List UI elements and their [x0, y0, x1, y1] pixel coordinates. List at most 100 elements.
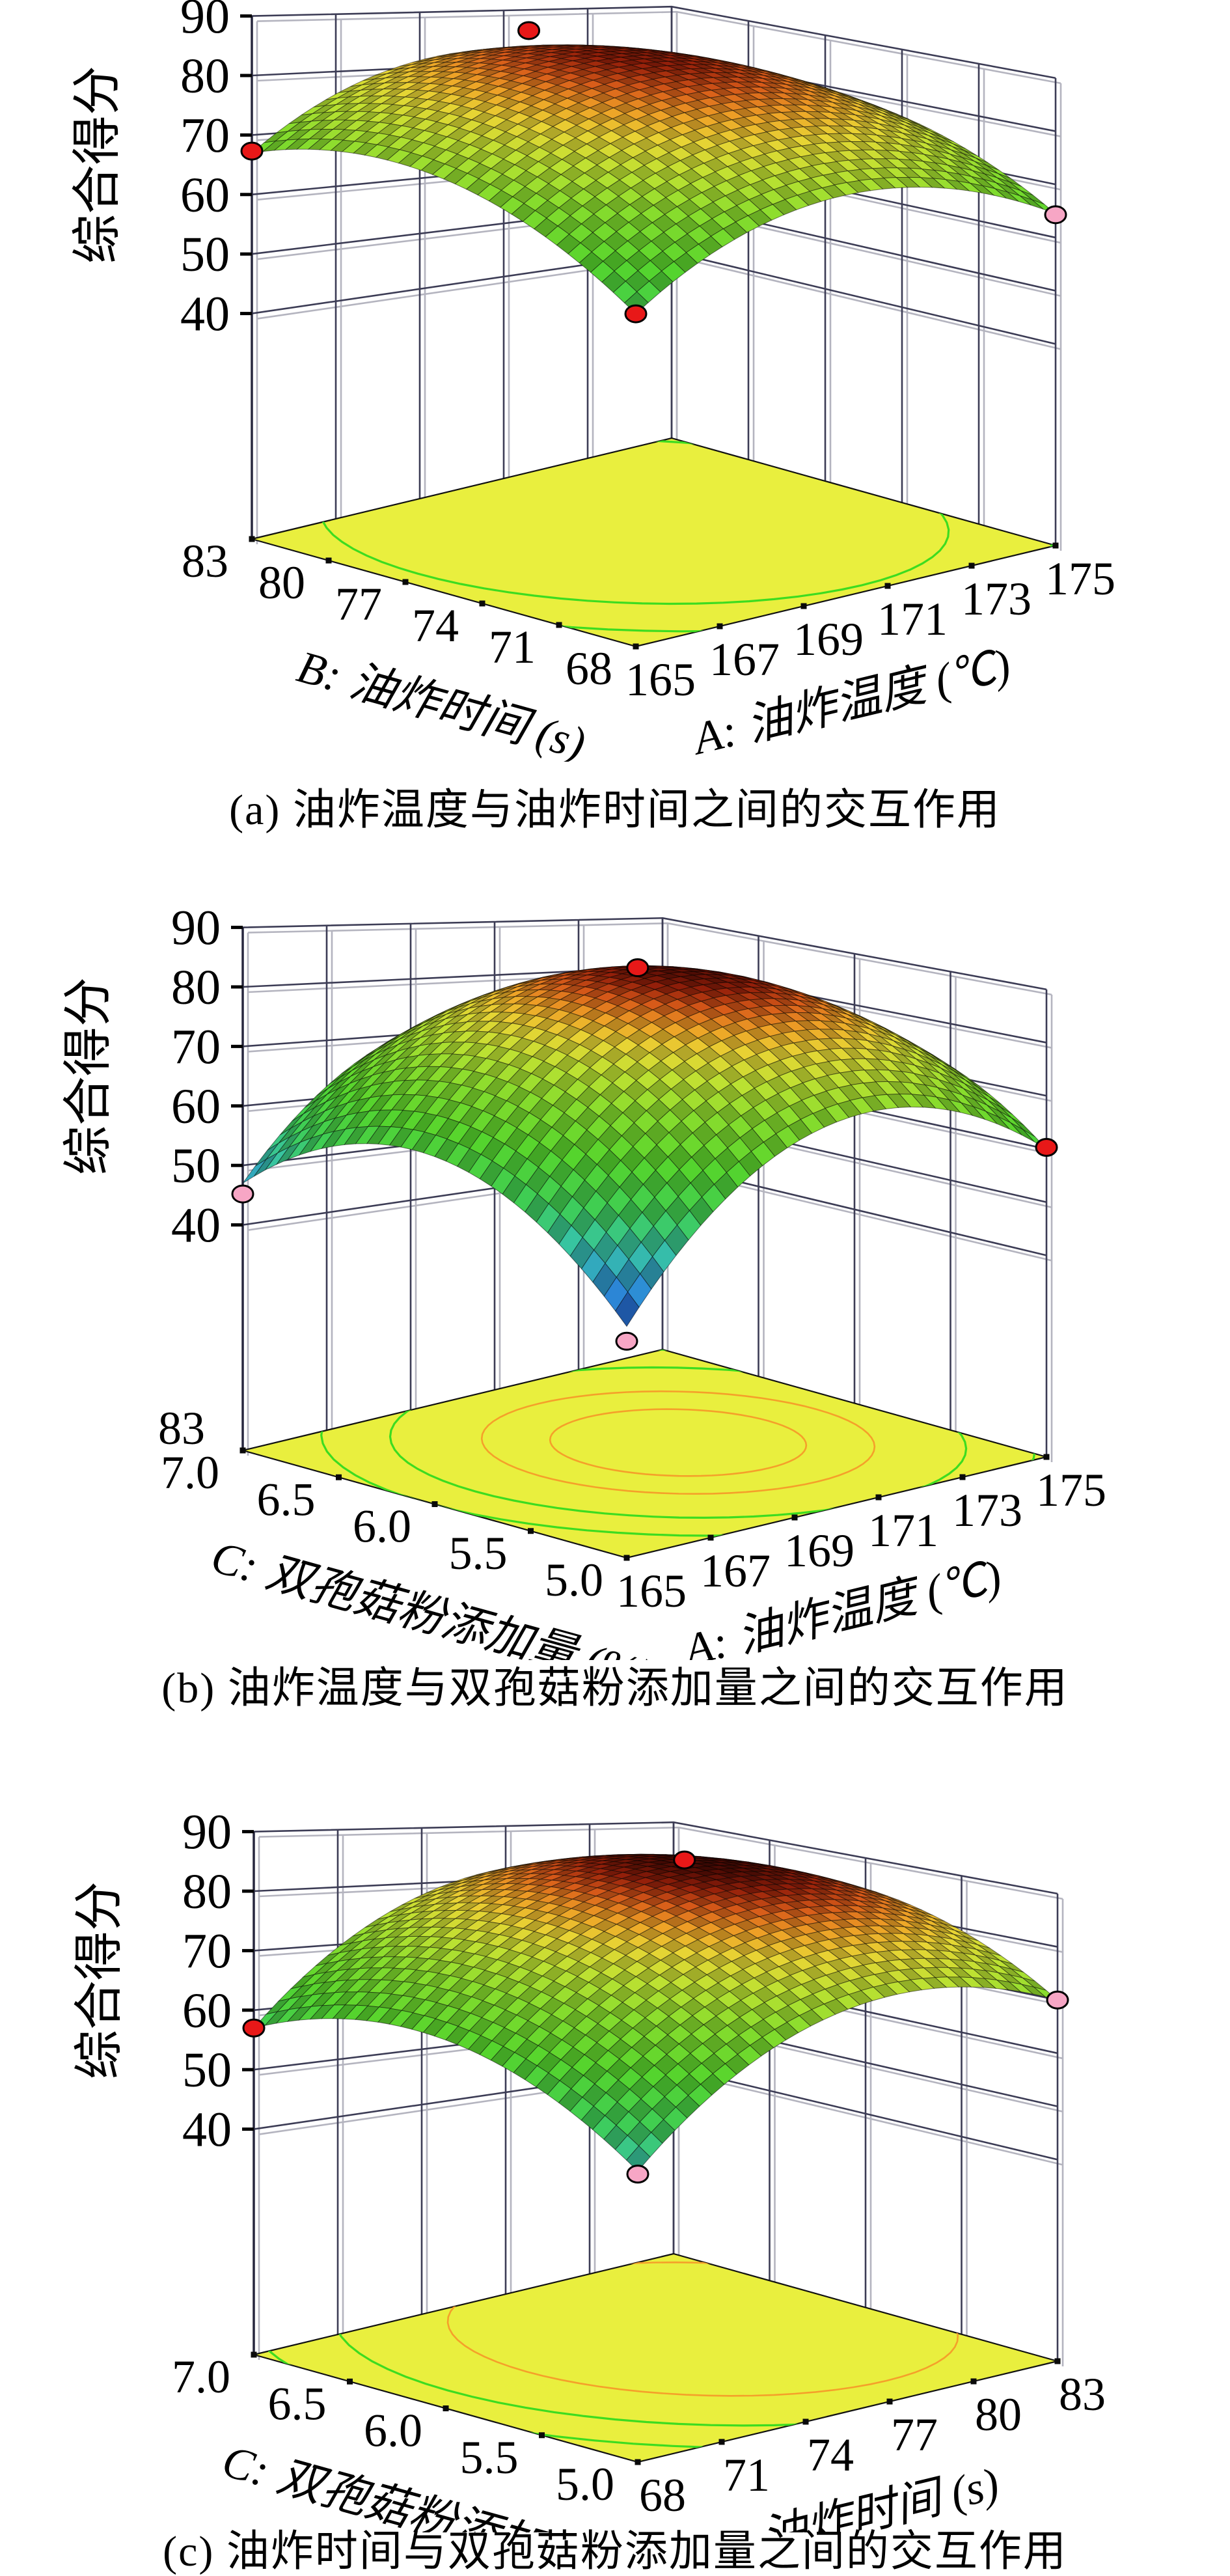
left-axis-tick-label: 5.5 — [460, 2431, 519, 2484]
floor-tick — [239, 1447, 246, 1454]
z-tick-label: 80 — [171, 960, 221, 1015]
floor-tick — [336, 1474, 342, 1480]
left-axis-tick-label: 7.0 — [172, 2351, 230, 2403]
floor-tick — [802, 2418, 809, 2425]
grid-zline — [253, 1821, 1058, 1895]
right-axis-tick-label: 80 — [975, 2389, 1022, 2441]
right-axis-tick-label: 169 — [784, 1525, 854, 1577]
z-tick-label: 40 — [182, 2103, 232, 2157]
floor-tick — [875, 1494, 882, 1501]
left-axis-tick-label: 6.5 — [257, 1473, 316, 1525]
z-tick-label: 50 — [182, 2043, 232, 2098]
z-tick-label: 90 — [171, 901, 221, 956]
floor-tick — [959, 1474, 966, 1480]
design-point-pink — [1046, 1990, 1069, 2010]
left-axis-tick-label: 6.5 — [268, 2377, 327, 2430]
z-tick — [242, 1830, 254, 1834]
right-axis-tick-label: 71 — [723, 2449, 770, 2501]
z-tick-label: 70 — [180, 108, 230, 163]
right-axis-tick-label: 173 — [961, 573, 1032, 625]
left-axis-tick-label: 5.0 — [556, 2458, 614, 2510]
floor-tick — [707, 1534, 714, 1541]
floor-tick — [1052, 542, 1059, 549]
floor-tick — [539, 2432, 545, 2439]
z-tick — [240, 14, 252, 18]
left-axis-tick-label: 83 — [182, 535, 228, 587]
floor-contour — [480, 1390, 876, 1495]
stray-label: 83 — [158, 1402, 205, 1454]
floor-contour — [254, 2254, 1058, 2450]
left-axis-title: B: 油炸时间 (s) — [292, 642, 591, 762]
left-axis-tick-label: 80 — [258, 557, 305, 609]
design-point-red — [1035, 1138, 1058, 1157]
left-axis-tick-label: 77 — [335, 578, 382, 630]
floor-tick — [556, 622, 562, 628]
z-tick-label: 60 — [182, 1984, 232, 2038]
floor-tick — [479, 600, 485, 607]
z-tick-label: 60 — [180, 168, 230, 223]
design-point-red — [626, 958, 649, 978]
right-axis-tick-label: 171 — [877, 593, 948, 645]
z-tick — [242, 2008, 254, 2012]
z-tick — [231, 1223, 243, 1227]
design-point-red — [240, 141, 264, 161]
design-point-pink — [231, 1184, 254, 1204]
floor-tick — [718, 2439, 725, 2445]
z-tick-label: 60 — [171, 1079, 221, 1134]
response-surface — [251, 44, 1056, 314]
floor-tick — [884, 583, 891, 589]
left-axis-tick-label: 68 — [566, 643, 612, 695]
response-surface — [253, 1853, 1058, 2172]
chart-a-block: 90 80 70 60 50 40 综合得分 83 80 77 74 71 68 165 167 169 171… — [0, 0, 1230, 859]
design-points — [240, 21, 1067, 324]
right-axis-tick-label: 167 — [709, 633, 780, 686]
z-tick — [240, 74, 252, 77]
design-point-pink — [615, 1331, 638, 1351]
caption-a: (a) 油炸温度与油炸时间之间的交互作用 — [229, 786, 1001, 834]
caption-c: (c) 油炸时间与双孢菇粉添加量之间的交互作用 — [163, 2528, 1067, 2575]
z-axis-title: 综合得分 — [70, 66, 125, 264]
design-points — [242, 1850, 1069, 2184]
right-axis-tick-label: 167 — [700, 1545, 771, 1597]
right-axis-tick-label: 165 — [616, 1565, 687, 1617]
z-tick — [231, 926, 243, 930]
floor-contour — [549, 1408, 808, 1477]
right-axis-tick-label: 68 — [639, 2469, 686, 2521]
floor-tick — [1054, 2358, 1061, 2364]
floor-tick — [249, 536, 255, 542]
floor-tick — [635, 2459, 641, 2465]
right-axis-tick-label: 83 — [1059, 2368, 1106, 2420]
right-axis-tick-label: 77 — [891, 2409, 938, 2461]
chart-b-block: 90 80 70 60 50 40 综合得分 7.0 6.5 6.0 5.5 5.0 165 167 169… — [0, 859, 1230, 1725]
right-axis-tick-label: 169 — [793, 613, 864, 665]
z-tick — [231, 1163, 243, 1167]
z-tick-label: 50 — [180, 227, 230, 282]
z-tick-label: 90 — [180, 0, 230, 44]
z-tick — [240, 252, 252, 256]
z-tick-label: 40 — [180, 287, 230, 342]
design-point-red — [624, 304, 648, 324]
z-tick — [242, 1889, 254, 1893]
floor-tick — [717, 623, 723, 630]
z-tick-label: 70 — [182, 1924, 232, 1978]
z-tick — [231, 1044, 243, 1048]
floor-tick — [623, 1555, 630, 1561]
z-tick — [242, 1948, 254, 1952]
z-tick — [240, 312, 252, 316]
z-tick-label: 50 — [171, 1139, 221, 1193]
floor-tick — [633, 643, 639, 650]
response-surface — [242, 965, 1047, 1327]
floor-tick — [402, 579, 409, 585]
z-tick — [231, 1104, 243, 1108]
left-axis-tick-label: 71 — [489, 621, 536, 673]
floor-tick — [800, 603, 807, 609]
floor-tick — [325, 557, 332, 564]
floor-tick — [1043, 1454, 1050, 1460]
floor-tick — [968, 562, 975, 569]
right-axis-tick-label: 171 — [868, 1504, 938, 1557]
z-tick-label: 70 — [171, 1019, 221, 1074]
